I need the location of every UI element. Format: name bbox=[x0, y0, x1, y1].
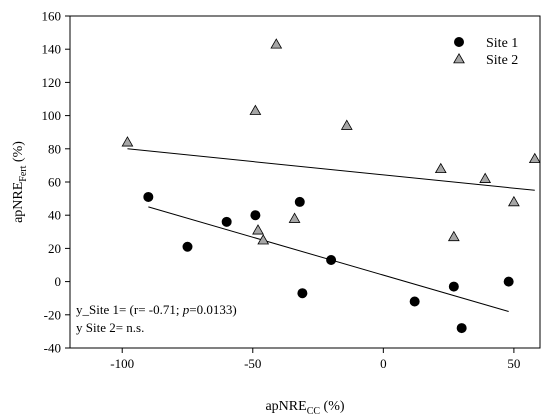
annotations: y_Site 1= (r= -0.71; p=0.0133) y Site 2= … bbox=[76, 302, 237, 335]
y-tick-label: -20 bbox=[44, 307, 61, 322]
point-site-2 bbox=[447, 230, 460, 242]
legend-label-site-2: Site 2 bbox=[486, 53, 518, 68]
point-site-2 bbox=[528, 152, 541, 164]
annotation-line-1: y_Site 1= (r= -0.71; p=0.0133) bbox=[76, 302, 237, 317]
axis-title-suffix: (%) bbox=[320, 399, 345, 414]
axis-title-main: apNRE bbox=[265, 399, 306, 414]
point-site-1 bbox=[448, 281, 459, 292]
axis-title-subscript: CC bbox=[307, 406, 321, 417]
y-tick-label: 160 bbox=[42, 9, 62, 24]
axis-title-subscript: Fert bbox=[18, 165, 29, 181]
y-tick-label: 0 bbox=[55, 274, 62, 289]
data-points bbox=[121, 38, 541, 334]
x-tick-label: 0 bbox=[380, 356, 387, 371]
y-tick-label: 60 bbox=[48, 175, 61, 190]
x-axis-title: apNRECC (%) bbox=[265, 399, 344, 417]
y-tick-label: 140 bbox=[42, 42, 62, 57]
axis-title-main: apNRE bbox=[11, 182, 26, 223]
point-site-2 bbox=[434, 162, 447, 174]
point-site-2 bbox=[121, 136, 134, 147]
y-tick-label: 120 bbox=[42, 75, 62, 90]
point-site-2 bbox=[507, 195, 520, 207]
y-tick-label: 100 bbox=[42, 108, 62, 123]
annotation-line-2: y Site 2= n.s. bbox=[76, 320, 144, 335]
annotation-text: y_Site 1= (r= -0.71; bbox=[76, 302, 183, 317]
x-tick-label: -100 bbox=[110, 356, 134, 371]
trendline-site-2 bbox=[127, 148, 535, 191]
point-site-1 bbox=[456, 323, 467, 334]
legend: Site 1 Site 2 bbox=[453, 36, 518, 68]
legend-marker-site-2 bbox=[453, 52, 465, 64]
point-site-1 bbox=[297, 288, 308, 299]
x-tick-label: 50 bbox=[507, 356, 520, 371]
point-site-2 bbox=[340, 119, 353, 130]
point-site-1 bbox=[503, 276, 514, 287]
axis-titles: apNRECC (%)apNREFert (%) bbox=[11, 141, 345, 417]
point-site-1 bbox=[294, 196, 305, 207]
y-tick-label: -40 bbox=[44, 341, 61, 356]
y-axis-title: apNREFert (%) bbox=[11, 141, 29, 223]
y-tick-label: 20 bbox=[48, 241, 61, 256]
legend-label-site-1: Site 1 bbox=[486, 36, 518, 51]
x-tick-label: -50 bbox=[244, 356, 261, 371]
point-site-2 bbox=[270, 38, 283, 49]
point-site-1 bbox=[409, 296, 420, 307]
point-site-1 bbox=[143, 191, 154, 202]
axis-title-suffix: (%) bbox=[11, 141, 26, 166]
trendlines bbox=[127, 148, 535, 312]
point-site-2 bbox=[288, 212, 301, 223]
annotation-text: p bbox=[182, 302, 190, 317]
point-site-2 bbox=[249, 104, 262, 115]
plot-frame bbox=[69, 15, 541, 349]
point-site-1 bbox=[250, 210, 261, 221]
y-tick-label: 80 bbox=[48, 141, 61, 156]
point-site-2 bbox=[479, 172, 492, 183]
annotation-text: y Site 2= n.s. bbox=[76, 320, 144, 335]
legend-marker-site-1 bbox=[453, 37, 464, 48]
point-site-2 bbox=[252, 224, 264, 235]
point-site-2 bbox=[257, 234, 270, 245]
axes: -100 -50 0 50 -40 -20 0 20 40 60 80 100 120 140 160 bbox=[42, 9, 541, 371]
point-site-1 bbox=[326, 255, 337, 266]
annotation-text: =0.0133) bbox=[189, 302, 236, 317]
y-tick-label: 40 bbox=[48, 208, 61, 223]
point-site-1 bbox=[221, 216, 232, 227]
point-site-1 bbox=[182, 241, 193, 252]
